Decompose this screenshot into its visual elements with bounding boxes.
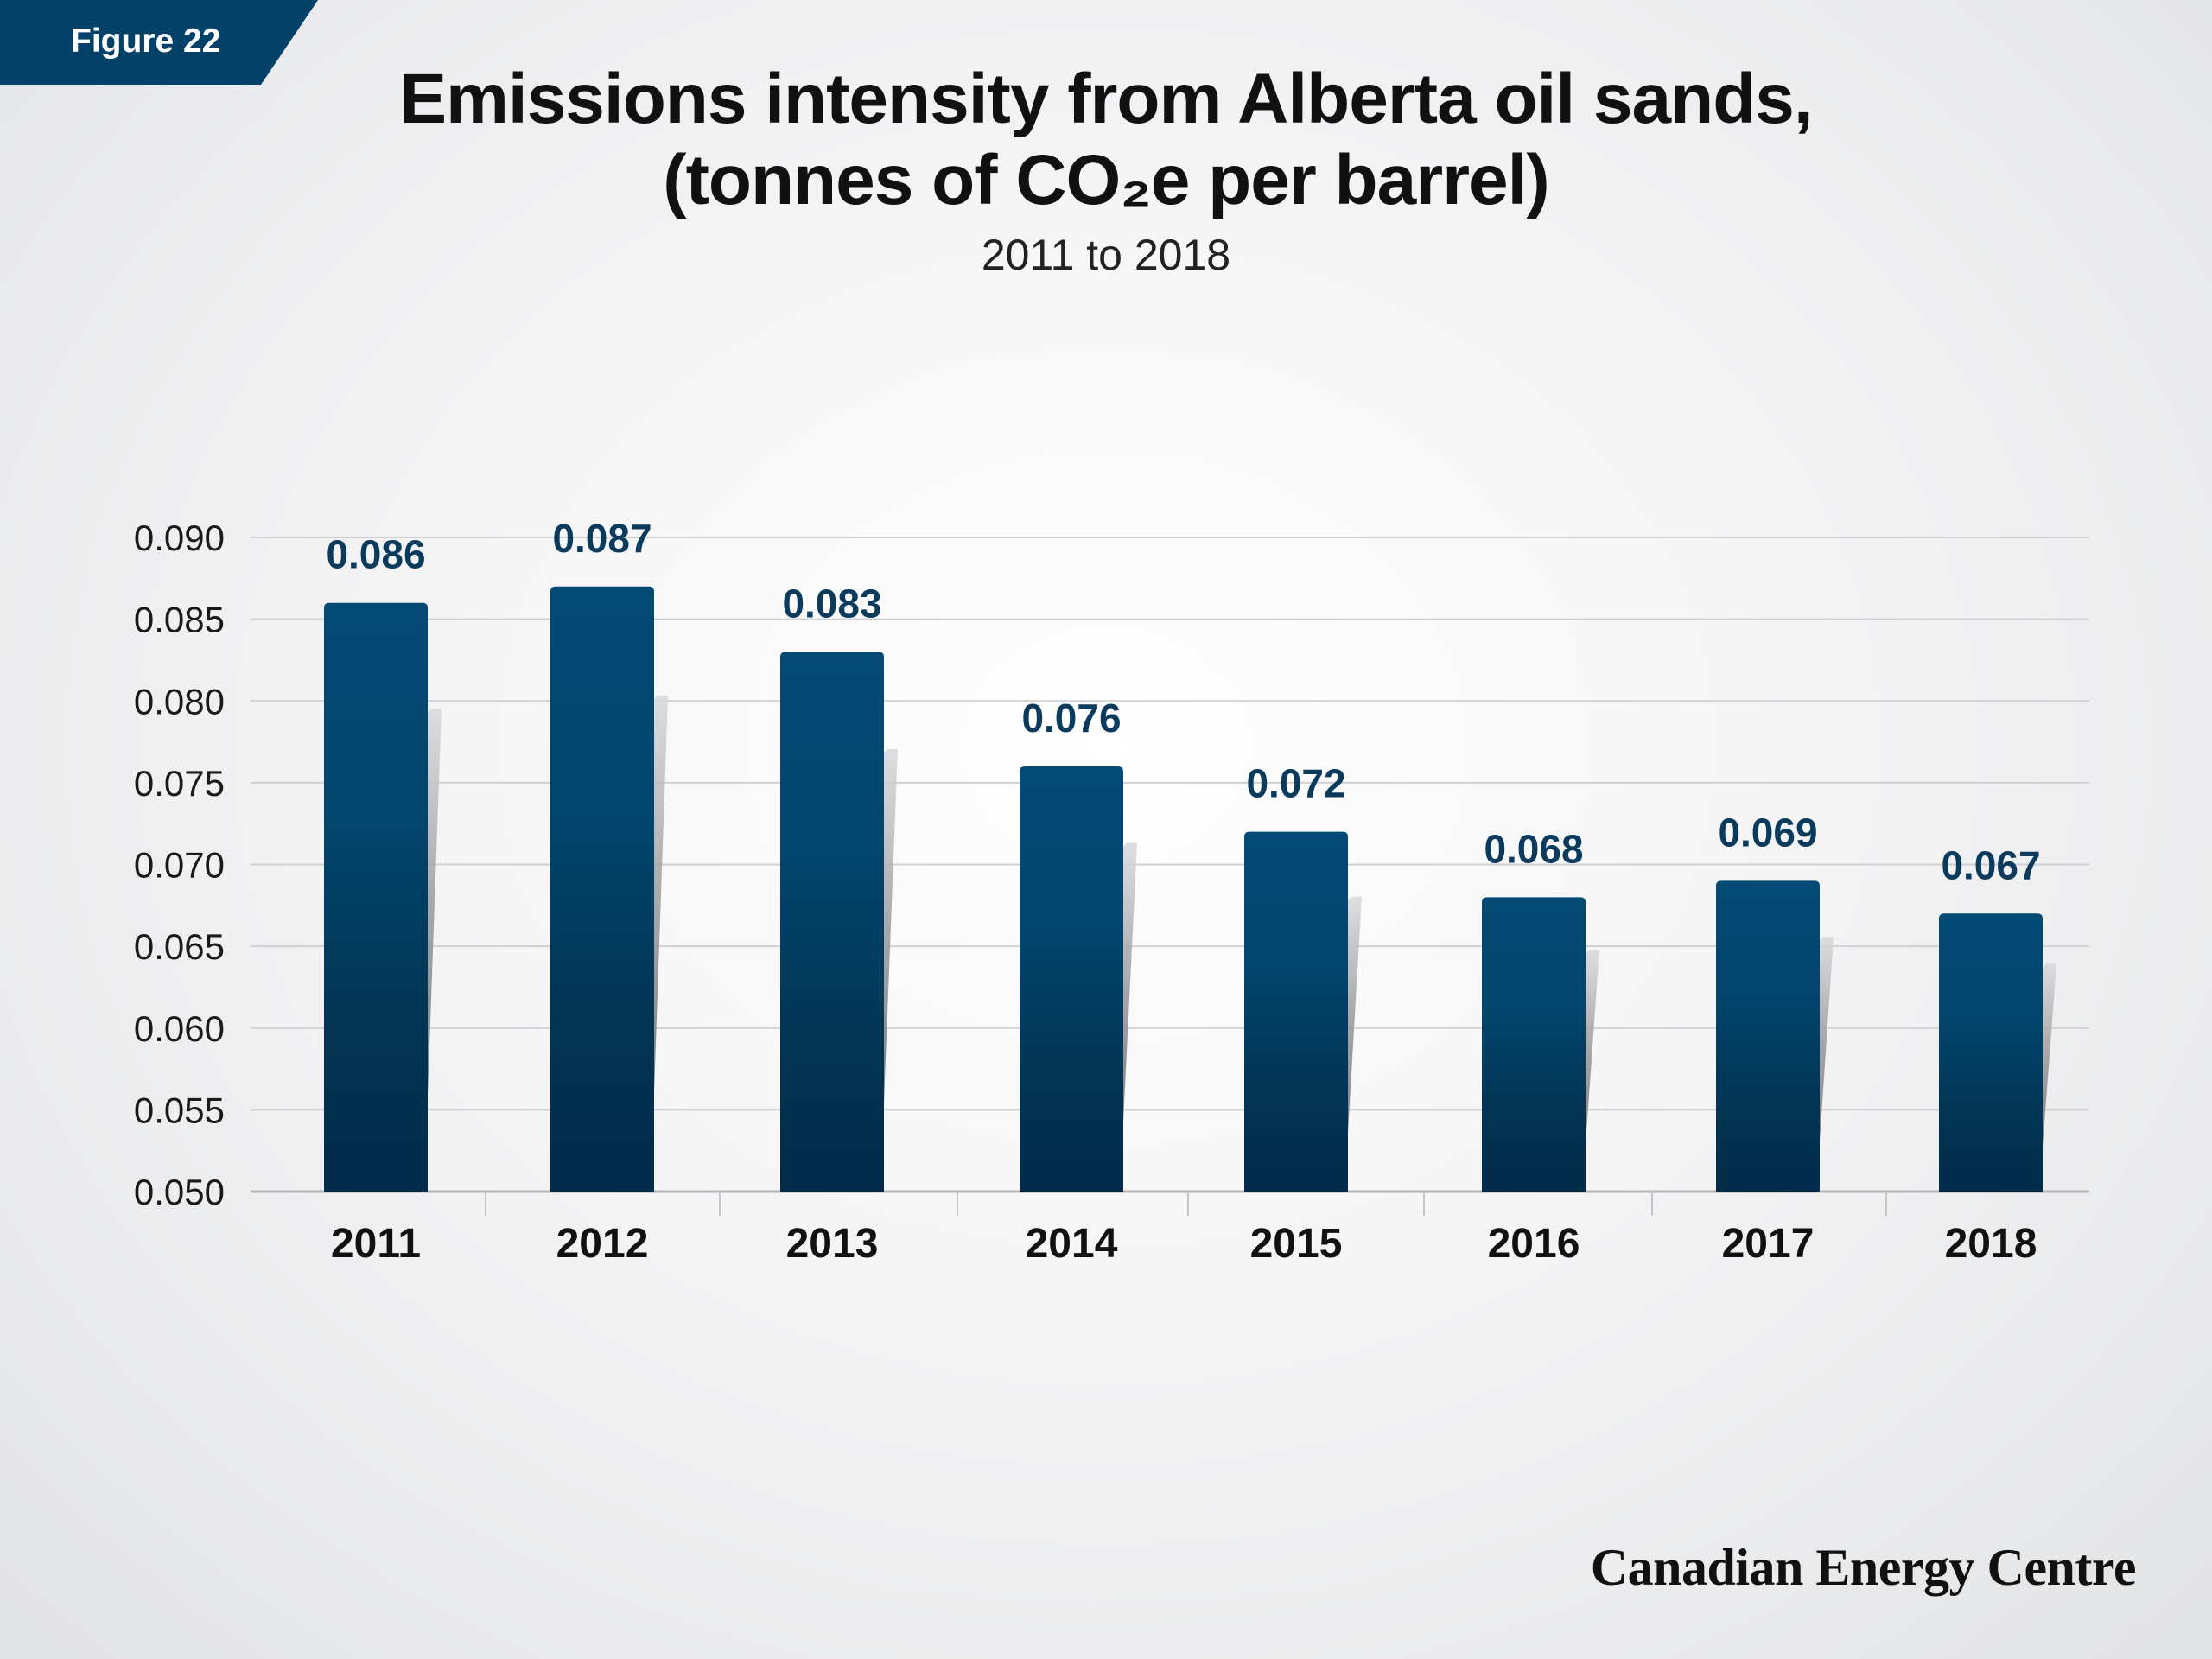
chart-title-units: (tonnes of CO₂e per barrel): [663, 141, 1549, 219]
bar: [550, 586, 654, 1192]
chart-subtitle: 2011 to 2018: [981, 231, 1231, 279]
y-tick-label: 0.065: [134, 926, 225, 967]
x-tick-label: 2015: [1250, 1221, 1343, 1267]
bar: [1716, 880, 1820, 1192]
value-labels: 0.086 0.087 0.083 0.076 0.072 0.068 0.069 0.067: [326, 516, 2040, 888]
bar-value-label: 0.067: [1941, 842, 2040, 887]
x-tick-label: 2011: [331, 1221, 421, 1267]
bar: [780, 652, 884, 1192]
bar-shadow: [651, 695, 668, 1192]
bar-value-label: 0.083: [782, 581, 881, 626]
x-tick-label: 2012: [556, 1221, 649, 1267]
x-tick-label: 2014: [1026, 1221, 1118, 1267]
brand-logo-text: Canadian Energy Centre: [1590, 1539, 2137, 1596]
bars: [324, 586, 2043, 1192]
bar-shadows: [424, 695, 2056, 1192]
chart-title: Emissions intensity from Alberta oil san…: [399, 60, 1813, 138]
bar-shadow: [1582, 950, 1599, 1192]
figure-tag: Figure 22: [0, 0, 318, 85]
y-tick-label: 0.070: [134, 845, 225, 886]
bar: [1020, 766, 1123, 1192]
x-tick-label: 2016: [1488, 1221, 1580, 1267]
x-axis-labels: 2011 2012 2013 2014 2015 2016 2017 2018: [331, 1221, 2037, 1267]
bar-shadow: [1344, 896, 1362, 1192]
bar-value-label: 0.068: [1484, 826, 1583, 871]
bar-value-label: 0.076: [1021, 696, 1121, 741]
x-tick-label: 2017: [1722, 1221, 1815, 1267]
x-tick-label: 2013: [786, 1221, 879, 1267]
x-tick-label: 2018: [1945, 1221, 2037, 1267]
figure-tag-background: [0, 0, 318, 85]
bar-shadow: [1120, 842, 1137, 1192]
y-tick-label: 0.090: [134, 518, 225, 558]
bar-value-label: 0.072: [1246, 761, 1345, 806]
bar-shadow: [880, 748, 898, 1192]
y-axis-ticks: 0.050 0.055 0.060 0.065 0.070 0.075 0.080 0.085…: [134, 518, 225, 1212]
y-tick-label: 0.085: [134, 600, 225, 640]
bar-value-label: 0.069: [1718, 810, 1817, 855]
figure-label: Figure 22: [71, 22, 221, 60]
bar: [324, 602, 428, 1192]
bar-value-label: 0.087: [552, 516, 652, 561]
bar: [1244, 831, 1348, 1192]
bar: [1482, 897, 1586, 1192]
bar-shadow: [424, 709, 442, 1192]
bar-shadow: [1816, 937, 1834, 1192]
y-tick-label: 0.060: [134, 1008, 225, 1049]
y-tick-label: 0.075: [134, 763, 225, 804]
bar-value-label: 0.086: [326, 532, 425, 577]
y-tick-label: 0.055: [134, 1090, 225, 1130]
x-axis-dividers: [485, 1192, 1887, 1216]
y-tick-label: 0.080: [134, 681, 225, 721]
bar-shadow: [2039, 963, 2056, 1192]
y-tick-label: 0.050: [134, 1172, 225, 1212]
bar: [1939, 913, 2043, 1192]
